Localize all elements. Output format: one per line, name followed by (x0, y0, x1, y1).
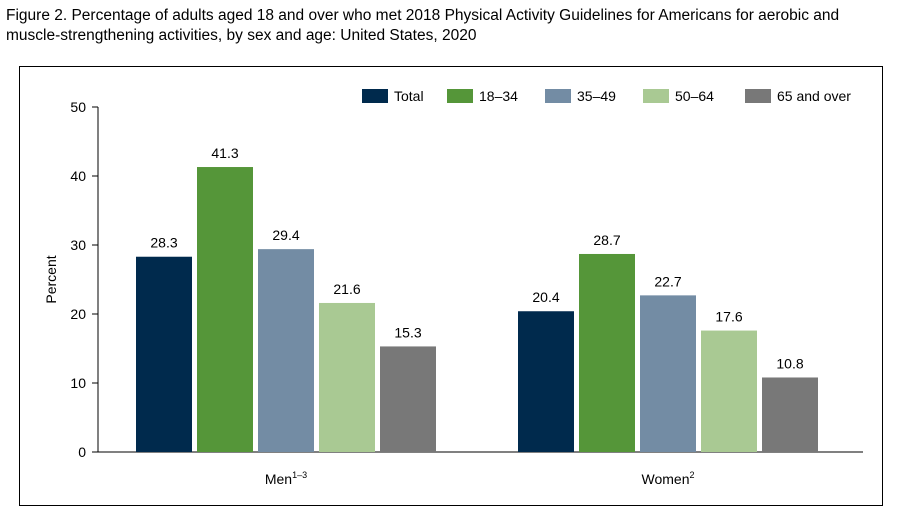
bar-women-18-34 (579, 253, 635, 452)
legend-swatch-50-64 (643, 89, 669, 103)
data-label-women-50-64: 17.6 (715, 309, 742, 325)
bar-men-total (136, 256, 192, 452)
category-label-women: Women2 (642, 470, 695, 487)
data-label-men-50-64: 21.6 (333, 281, 360, 297)
bar-women-35-49 (640, 295, 696, 452)
bar-men-35-49 (258, 249, 314, 452)
y-tick-label: 20 (70, 306, 86, 322)
legend-label-total: Total (394, 88, 424, 104)
category-label-men: Men1–3 (265, 470, 307, 487)
y-axis-title: Percent (43, 255, 59, 303)
data-label-women-35-49: 22.7 (654, 273, 681, 289)
y-tick-label: 10 (70, 375, 86, 391)
legend-swatch-total (362, 89, 388, 103)
data-label-men-total: 28.3 (150, 235, 177, 251)
y-tick-label: 50 (70, 99, 86, 115)
bar-women-50-64 (701, 330, 757, 452)
data-label-women-65-and-over: 10.8 (776, 355, 803, 371)
legend-swatch-65-and-over (745, 89, 771, 103)
legend-label-65-and-over: 65 and over (777, 88, 851, 104)
legend-label-18-34: 18–34 (479, 88, 518, 104)
data-label-men-18-34: 41.3 (211, 145, 238, 161)
legend-label-35-49: 35–49 (577, 88, 616, 104)
bar-women-65-and-over (762, 377, 818, 452)
bar-men-50-64 (319, 302, 375, 452)
legend-swatch-35-49 (545, 89, 571, 103)
bar-men-65-and-over (380, 346, 436, 452)
y-tick-label: 40 (70, 168, 86, 184)
data-label-women-total: 20.4 (532, 289, 559, 305)
y-tick-label: 30 (70, 237, 86, 253)
y-tick-label: 0 (78, 444, 86, 460)
legend-label-50-64: 50–64 (675, 88, 714, 104)
data-label-men-65-and-over: 15.3 (394, 324, 421, 340)
chart-frame (19, 66, 883, 506)
bar-women-total (518, 311, 574, 452)
data-label-women-18-34: 28.7 (593, 232, 620, 248)
figure-title: Figure 2. Percentage of adults aged 18 a… (6, 7, 840, 44)
legend-swatch-18-34 (447, 89, 473, 103)
bar-men-18-34 (197, 167, 253, 452)
data-label-men-35-49: 29.4 (272, 227, 299, 243)
